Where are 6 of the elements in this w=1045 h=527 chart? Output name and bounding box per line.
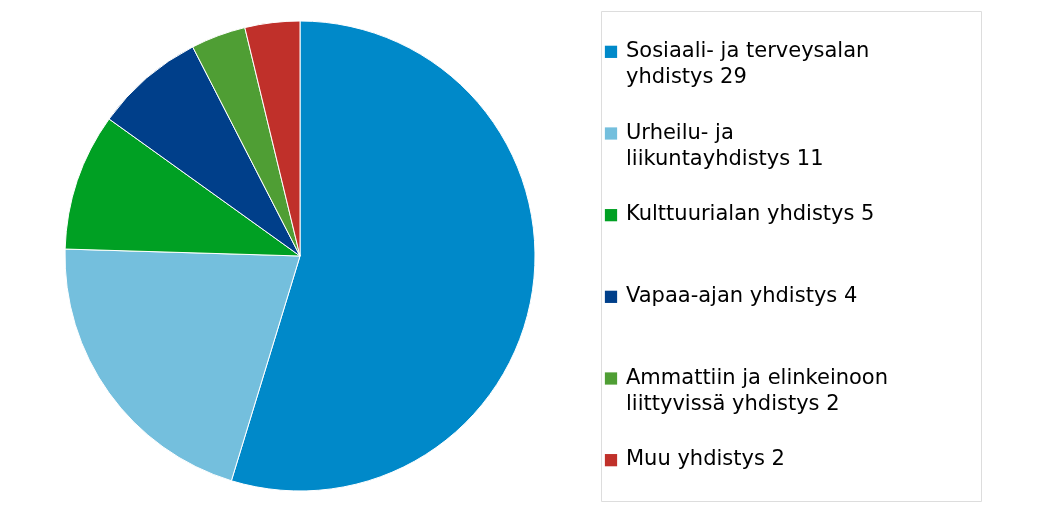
legend-label: Kulttuurialan yhdistys 5 [626,201,875,226]
legend-label: Ammattiin ja elinkeinoon liittyvissä yhdistys 2 [626,364,889,415]
legend-label: Vapaa-ajan yhdistys 4 [626,282,858,307]
legend-label: Urheilu- ja liikuntayhdistys 11 [626,119,824,170]
legend-label: Muu yhdistys 2 [626,446,785,471]
legend-label: Sosiaali- ja terveysalan yhdistys 29 [626,37,870,88]
